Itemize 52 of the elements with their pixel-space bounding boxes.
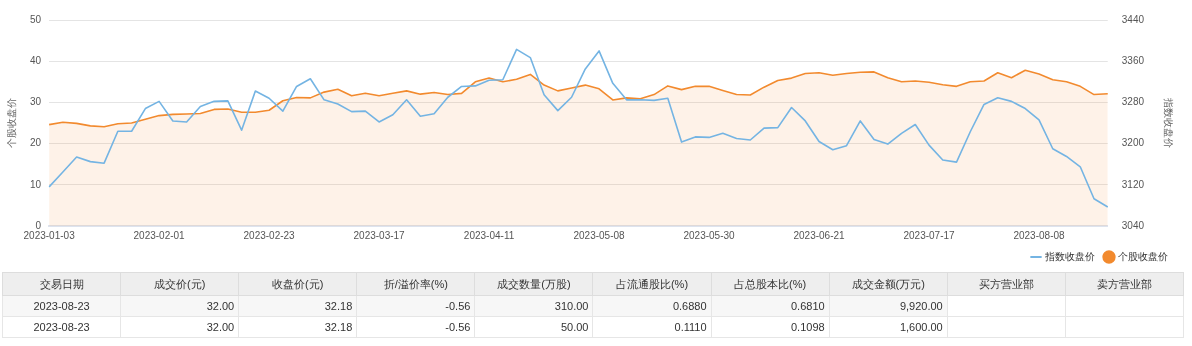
category-label: 成交价(元)	[120, 272, 239, 296]
y2-tick-label: 3200	[1121, 137, 1145, 149]
x-tick-label: 2023-01-03	[23, 229, 76, 241]
y-tick-label: 0	[35, 219, 42, 231]
text: 32.18	[324, 321, 353, 333]
x-tick-label: 2023-05-08	[573, 229, 626, 241]
category-label: 收盘价(元)	[238, 272, 357, 296]
x-tick-label: 2023-02-23	[243, 229, 296, 241]
text: 0.6810	[791, 300, 825, 312]
text: 310.00	[554, 300, 589, 312]
x-tick-label: 2023-06-21	[793, 229, 846, 241]
y2-tick-label: 3440	[1121, 13, 1145, 25]
category-label: 占流通股比(%)	[592, 272, 712, 296]
y-tick-label: 40	[30, 54, 42, 66]
y2-axis-title: 指数收盘价	[1163, 97, 1175, 148]
text: 32.00	[206, 321, 235, 333]
legend-label: 个股收盘价	[1118, 250, 1168, 262]
y2-tick-label: 3360	[1121, 54, 1145, 66]
y-axis-title: 个股收盘价	[5, 98, 17, 148]
text: -0.56	[445, 321, 471, 333]
category-label: 交易日期	[2, 272, 121, 296]
text: 50.00	[560, 321, 589, 333]
text: 32.18	[324, 300, 353, 312]
text: 0.1098	[791, 321, 825, 333]
text: 2023-08-23	[33, 321, 90, 333]
category-label: 卖方营业部	[1065, 272, 1184, 296]
text: 2023-08-23	[33, 300, 90, 312]
text: 0.1110	[674, 321, 707, 333]
y-tick-label: 20	[30, 137, 42, 149]
y2-tick-label: 3120	[1121, 178, 1145, 190]
y2-tick-label: 3280	[1121, 96, 1145, 108]
text: 1,600.00	[899, 321, 943, 333]
text: 32.00	[206, 300, 235, 312]
text: 9,920.00	[899, 300, 943, 312]
category-label: 占总股本比(%)	[711, 272, 830, 296]
category-label: 成交数量(万股)	[474, 272, 593, 296]
text: 0.6880	[672, 300, 707, 312]
y-tick-label: 10	[30, 178, 42, 190]
text: -0.56	[445, 300, 471, 312]
category-label: 买方营业部	[947, 272, 1066, 296]
legend-label: 指数收盘价	[1044, 250, 1095, 262]
y-tick-label: 50	[30, 13, 42, 25]
x-tick-label: 2023-04-11	[463, 229, 515, 241]
category-label: 折/溢价率(%)	[356, 272, 475, 296]
x-tick-label: 2023-02-01	[133, 229, 186, 241]
y-tick-label: 30	[30, 96, 42, 108]
y2-tick-label: 3040	[1121, 219, 1145, 231]
category-label: 成交金额(万元)	[829, 272, 948, 296]
x-tick-label: 2023-05-30	[683, 229, 736, 241]
x-tick-label: 2023-03-17	[353, 229, 406, 241]
x-tick-label: 2023-07-17	[903, 229, 956, 241]
x-tick-label: 2023-08-08	[1013, 229, 1066, 241]
